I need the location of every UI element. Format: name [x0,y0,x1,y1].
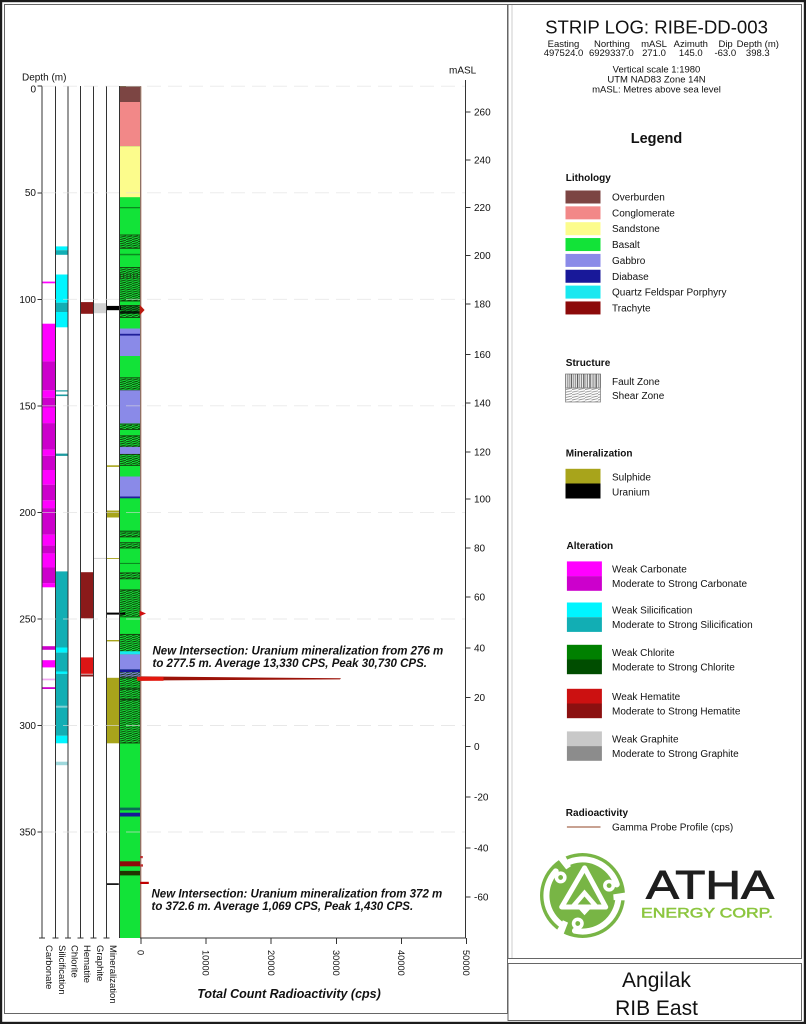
svg-text:Fault Zone: Fault Zone [612,377,660,388]
svg-text:140: 140 [474,399,491,410]
svg-text:Northing: Northing [594,39,630,50]
svg-text:Moderate to Strong Silicificat: Moderate to Strong Silicification [612,620,753,631]
svg-text:Weak Chlorite: Weak Chlorite [612,648,675,659]
svg-text:STRIP LOG: RIBE-DD-003: STRIP LOG: RIBE-DD-003 [545,17,768,38]
svg-text:Alteration: Alteration [567,541,614,552]
svg-text:50000: 50000 [461,950,471,976]
svg-text:200: 200 [19,508,36,519]
svg-text:80: 80 [474,544,486,555]
svg-text:mASL: mASL [449,66,477,77]
svg-text:Conglomerate: Conglomerate [612,208,675,219]
svg-text:-63.0: -63.0 [714,48,736,59]
svg-text:10000: 10000 [201,950,211,976]
svg-text:160: 160 [474,350,491,361]
svg-text:Hematite: Hematite [81,945,92,983]
svg-text:Uranium: Uranium [612,488,650,499]
svg-text:Weak Silicification: Weak Silicification [612,606,692,617]
svg-text:180: 180 [474,300,491,311]
svg-text:Sandstone: Sandstone [612,224,660,235]
svg-text:Angilak: Angilak [622,969,691,992]
svg-text:60: 60 [474,593,486,604]
svg-text:497524.0: 497524.0 [544,48,584,59]
svg-text:Silicification: Silicification [56,945,67,995]
svg-text:Gabbro: Gabbro [612,256,646,267]
svg-text:Structure: Structure [566,358,611,369]
svg-text:Diabase: Diabase [612,272,649,283]
svg-text:Legend: Legend [631,131,683,147]
svg-text:300: 300 [19,721,36,732]
svg-text:0: 0 [30,85,36,96]
svg-text:Shear Zone: Shear Zone [612,391,665,402]
svg-text:20000: 20000 [266,950,276,976]
svg-text:-20: -20 [474,793,489,804]
svg-text:Mineralization: Mineralization [107,945,118,1004]
svg-text:350: 350 [19,828,36,839]
svg-text:100: 100 [474,495,491,506]
svg-text:120: 120 [474,448,491,459]
svg-text:ENERGY CORP.: ENERGY CORP. [641,905,773,921]
svg-text:Overburden: Overburden [612,193,665,204]
svg-text:398.3: 398.3 [746,48,770,59]
svg-text:Dip: Dip [718,39,732,50]
svg-text:-40: -40 [474,844,489,855]
svg-text:Depth (m): Depth (m) [22,73,66,84]
svg-text:Weak Carbonate: Weak Carbonate [612,564,687,575]
svg-text:Moderate to Strong Hematite: Moderate to Strong Hematite [612,707,741,718]
svg-text:240: 240 [474,156,491,167]
svg-text:Azimuth: Azimuth [674,39,708,50]
svg-text:Mineralization: Mineralization [566,449,633,460]
svg-text:20: 20 [474,693,486,704]
svg-text:250: 250 [19,615,36,626]
svg-text:Gamma Probe Profile (cps): Gamma Probe Profile (cps) [612,823,733,834]
svg-text:Total Count Radioactivity (cps: Total Count Radioactivity (cps) [197,987,381,1001]
svg-text:271.0: 271.0 [642,48,666,59]
svg-text:220: 220 [474,203,491,214]
svg-text:Moderate to Strong Graphite: Moderate to Strong Graphite [612,749,739,760]
svg-text:0: 0 [474,742,480,753]
svg-text:New Intersection: Uranium mine: New Intersection: Uranium mineralization… [153,646,444,658]
svg-text:Radioactivity: Radioactivity [566,808,629,819]
svg-text:UTM NAD83 Zone 14N: UTM NAD83 Zone 14N [607,75,705,86]
svg-text:145.0: 145.0 [679,48,703,59]
svg-text:to 372.6 m. Average 1,069 CPS,: to 372.6 m. Average 1,069 CPS, Peak 1,43… [152,901,414,913]
svg-text:Weak Hematite: Weak Hematite [612,692,681,703]
svg-text:Easting: Easting [548,39,580,50]
svg-text:Sulphide: Sulphide [612,473,651,484]
svg-text:150: 150 [19,401,36,412]
svg-text:200: 200 [474,251,491,262]
svg-text:ATHA: ATHA [646,864,774,908]
svg-text:50: 50 [25,188,37,199]
svg-text:to 277.5 m. Average 13,330 CPS: to 277.5 m. Average 13,330 CPS, Peak 30,… [153,658,427,670]
svg-text:Chlorite: Chlorite [69,945,80,978]
svg-text:-60: -60 [474,893,489,904]
svg-text:Weak Graphite: Weak Graphite [612,734,679,745]
svg-text:30000: 30000 [331,950,341,976]
svg-text:Moderate to Strong Carbonate: Moderate to Strong Carbonate [612,579,748,590]
svg-text:Basalt: Basalt [612,240,640,251]
svg-text:Quartz Feldspar Porphyry: Quartz Feldspar Porphyry [612,288,727,299]
svg-text:mASL: Metres above sea level: mASL: Metres above sea level [592,85,721,96]
svg-text:40: 40 [474,644,486,655]
svg-text:40000: 40000 [396,950,406,976]
svg-text:New Intersection: Uranium mine: New Intersection: Uranium mineralization… [152,889,443,901]
svg-text:0: 0 [136,950,146,955]
svg-text:Lithology: Lithology [566,173,611,184]
svg-text:260: 260 [474,108,491,119]
svg-text:mASL: mASL [641,39,667,50]
svg-text:Trachyte: Trachyte [612,303,651,314]
svg-text:Vertical scale 1:1980: Vertical scale 1:1980 [613,65,701,76]
svg-text:RIB East: RIB East [615,997,698,1020]
svg-text:6929337.0: 6929337.0 [589,48,634,59]
svg-text:Carbonate: Carbonate [43,945,54,989]
svg-text:Moderate to Strong Chlorite: Moderate to Strong Chlorite [612,663,735,674]
svg-text:Graphite: Graphite [94,945,105,981]
svg-text:100: 100 [19,295,36,306]
svg-text:Depth (m): Depth (m) [737,39,779,50]
